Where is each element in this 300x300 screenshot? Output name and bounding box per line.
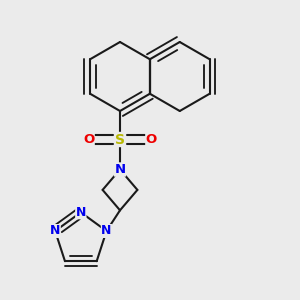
Text: N: N	[50, 224, 60, 238]
Text: S: S	[115, 133, 125, 146]
Text: N: N	[76, 206, 86, 219]
Text: N: N	[101, 224, 112, 238]
Text: N: N	[114, 163, 126, 176]
Text: O: O	[83, 133, 94, 146]
Text: O: O	[146, 133, 157, 146]
